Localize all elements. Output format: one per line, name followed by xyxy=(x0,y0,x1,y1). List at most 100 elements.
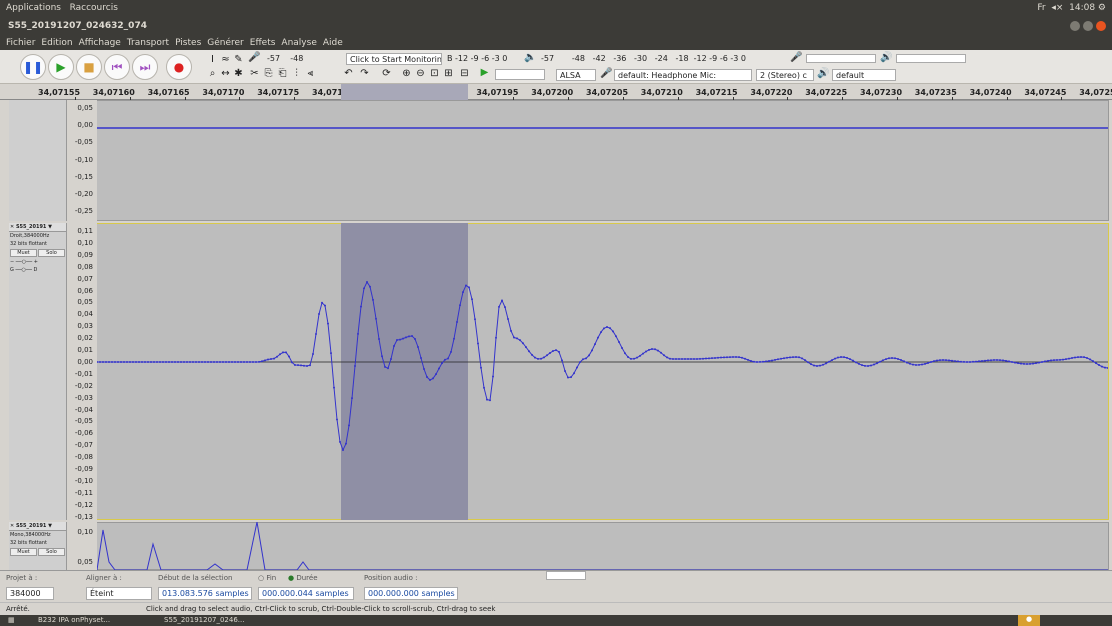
sample-point xyxy=(351,397,353,400)
playback-speed-slider[interactable] xyxy=(495,69,545,80)
close-button[interactable] xyxy=(1096,21,1106,31)
record-volume-slider[interactable] xyxy=(806,54,876,63)
track-2[interactable] xyxy=(9,223,1109,520)
fit-selection-icon[interactable]: ⊡ xyxy=(430,68,439,79)
menu-5[interactable]: Générer xyxy=(207,38,244,48)
sample-point xyxy=(465,284,467,287)
track-2-close-icon[interactable]: ✕ xyxy=(10,224,15,230)
taskbar-item-2[interactable]: S55_20191207_0246... xyxy=(164,616,245,624)
play-button[interactable]: ▶ xyxy=(48,54,74,80)
sample-point xyxy=(861,364,863,367)
fit-project-icon[interactable]: ⊞ xyxy=(444,68,453,79)
play-at-speed-icon[interactable]: ▶ xyxy=(480,67,489,78)
track-2-gain-slider[interactable]: − ──○── + xyxy=(10,259,38,265)
timeline-ruler[interactable]: 34,07155 34,07160 34,07165 34,07170 34,07175… xyxy=(0,84,1112,100)
minimize-button[interactable] xyxy=(1070,21,1080,31)
track-1-vertical-scale[interactable]: 0,05 0,00 -0,05 -0,10 -0,15 -0,20 -0,25 xyxy=(67,100,97,221)
taskbar-item-1[interactable]: B232 IPA onPhyset... xyxy=(38,616,111,624)
zoom-in-icon[interactable]: ⊕ xyxy=(402,68,411,79)
sample-point xyxy=(837,356,839,359)
undo-icon[interactable]: ↶ xyxy=(344,68,353,79)
track-1-control-panel[interactable] xyxy=(9,100,67,221)
track-1[interactable] xyxy=(9,100,1109,221)
record-button[interactable]: ● xyxy=(166,54,192,80)
menu-2[interactable]: Affichage xyxy=(78,38,121,48)
output-device-select[interactable]: default xyxy=(832,69,896,81)
sample-point xyxy=(147,361,149,363)
mic-volume-icon[interactable]: 🎤 xyxy=(790,52,803,63)
maximize-button[interactable] xyxy=(1083,21,1093,31)
track-2-waveform[interactable] xyxy=(97,223,1108,520)
silence-icon[interactable]: ⫷ xyxy=(307,68,314,79)
monitoring-button[interactable]: Click to Start Monitoring xyxy=(346,53,442,65)
selection-region[interactable] xyxy=(341,223,468,520)
skip-start-button[interactable]: ⏮ xyxy=(104,54,130,80)
track-3-close-icon[interactable]: ✕ xyxy=(10,523,15,529)
timeshift-tool-icon[interactable]: ↔ xyxy=(221,68,230,79)
track-3[interactable] xyxy=(9,522,1109,570)
track-3-solo-button[interactable]: Solo xyxy=(38,548,65,556)
show-desktop-icon[interactable]: ▦ xyxy=(8,616,15,624)
multi-tool-icon[interactable]: ✱ xyxy=(234,68,243,79)
selection-tool-icon[interactable]: I xyxy=(211,54,214,65)
apps-menu[interactable]: Applications xyxy=(6,3,61,13)
menu-7[interactable]: Analyse xyxy=(281,38,317,48)
menu-8[interactable]: Aide xyxy=(322,38,343,48)
track-1-waveform[interactable] xyxy=(97,100,1108,221)
shortcuts-menu[interactable]: Raccourcis xyxy=(69,3,118,13)
track-2-solo-button[interactable]: Solo xyxy=(38,249,65,257)
channels-select[interactable]: 2 (Stereo) c xyxy=(756,69,814,81)
track-2-control-panel[interactable]: ✕ S55_20191 ▼ Droit,384000Hz 32 bits flo… xyxy=(9,223,67,520)
track-3-mute-button[interactable]: Muet xyxy=(10,548,37,556)
project-rate-select[interactable]: 384000 xyxy=(6,587,54,600)
track-3-name[interactable]: S55_20191 xyxy=(15,523,47,529)
envelope-tool-icon[interactable]: ≈ xyxy=(221,54,230,65)
track-3-vertical-scale[interactable]: 0,10 0,05 xyxy=(67,522,97,570)
input-device-select[interactable]: default: Headphone Mic: xyxy=(614,69,752,81)
menu-3[interactable]: Transport xyxy=(126,38,170,48)
sample-point xyxy=(762,360,764,363)
sample-point xyxy=(735,356,737,359)
track-2-name[interactable]: S55_20191 xyxy=(15,224,47,230)
redo-icon[interactable]: ↷ xyxy=(360,68,369,79)
copy-icon[interactable]: ⎘ xyxy=(264,68,273,79)
language-indicator[interactable]: Fr xyxy=(1037,3,1046,13)
sample-point xyxy=(696,357,698,360)
snap-select[interactable]: Éteint xyxy=(86,587,152,600)
stop-button[interactable]: ■ xyxy=(76,54,102,80)
ruler-tick-mark xyxy=(184,97,186,100)
paste-icon[interactable]: ⎗ xyxy=(278,68,287,79)
record-meter-icon[interactable]: 🎤 xyxy=(248,52,261,63)
selection-start-field[interactable]: 013.083.576 samples xyxy=(158,587,252,600)
zoom-out-icon[interactable]: ⊖ xyxy=(416,68,425,79)
speaker-volume-icon[interactable]: 🔊 xyxy=(880,52,893,63)
tray-icon[interactable]: ● xyxy=(1018,615,1040,626)
zoom-tool-icon[interactable]: ⌕ xyxy=(209,68,216,79)
length-radio[interactable]: ● Durée xyxy=(288,574,318,582)
track-3-control-panel[interactable]: ✕ S55_20191 ▼ Mono,384000Hz 32 bits flot… xyxy=(9,522,67,570)
zoom-toggle-icon[interactable]: ⊟ xyxy=(460,68,469,79)
sync-lock-icon[interactable]: ⟳ xyxy=(382,68,391,79)
track-2-mute-button[interactable]: Muet xyxy=(10,249,37,257)
draw-tool-icon[interactable]: ✎ xyxy=(234,54,243,65)
track-2-vertical-scale[interactable]: 0,11 0,10 0,09 0,08 0,07 0,06 0,05 0,04 0,03 0,02… xyxy=(67,223,97,521)
audio-position-field[interactable]: 000.000.000 samples xyxy=(364,587,458,600)
scale-label: 0,10 xyxy=(77,528,93,536)
skip-end-button[interactable]: ⏭ xyxy=(132,54,158,80)
menu-4[interactable]: Pistes xyxy=(175,38,202,48)
track-2-pan-slider[interactable]: G ──○── D xyxy=(10,267,38,273)
pause-button[interactable]: ❚❚ xyxy=(20,54,46,80)
cut-icon[interactable]: ✂ xyxy=(250,68,259,79)
audio-host-select[interactable]: ALSA xyxy=(556,69,596,81)
horizontal-scrollbar[interactable] xyxy=(546,571,586,580)
playback-volume-slider[interactable] xyxy=(896,54,966,63)
menu-6[interactable]: Effets xyxy=(249,38,276,48)
trim-icon[interactable]: ⫶ xyxy=(295,68,298,79)
speaker-meter-icon[interactable]: 🔈 xyxy=(524,52,537,63)
track-3-waveform[interactable] xyxy=(97,522,1108,570)
end-radio[interactable]: ○ Fin xyxy=(258,574,277,582)
menu-1[interactable]: Edition xyxy=(41,38,73,48)
selection-length-field[interactable]: 000.000.044 samples xyxy=(258,587,354,600)
menu-0[interactable]: Fichier xyxy=(6,38,36,48)
clock[interactable]: 14:08 xyxy=(1069,3,1096,13)
